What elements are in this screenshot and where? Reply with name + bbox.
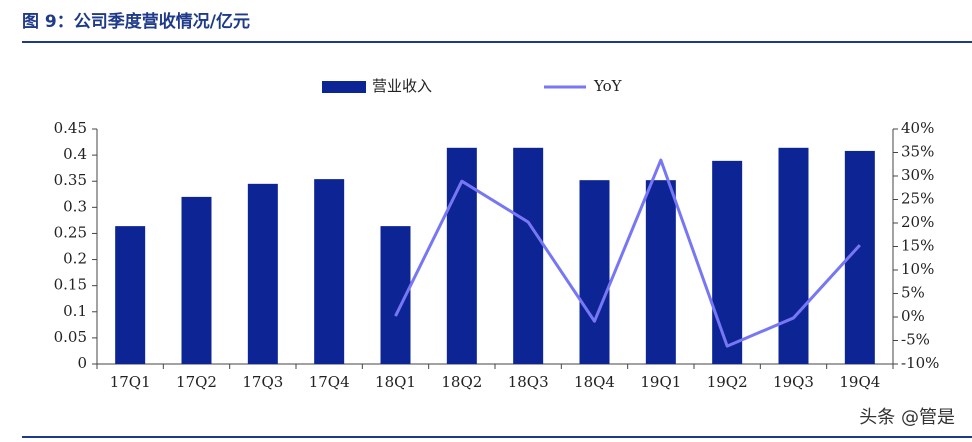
y2-tick-label: 5% (901, 284, 925, 302)
y-tick-label: 0.05 (54, 328, 87, 346)
watermark: 头条 @管是 (859, 407, 955, 428)
x-tick-label: 19Q4 (839, 373, 880, 391)
y-tick-label: 0.35 (54, 171, 87, 189)
y-tick-label: 0.15 (54, 276, 87, 294)
y2-tick-label: 35% (901, 143, 934, 161)
y-tick-label: 0.3 (63, 197, 87, 215)
y2-tick-label: 25% (901, 190, 934, 208)
x-tick-label: 18Q4 (574, 373, 615, 391)
y-tick-label: 0.25 (54, 223, 87, 241)
x-tick-label: 17Q2 (176, 373, 217, 391)
x-tick-label: 18Q3 (508, 373, 549, 391)
bar (247, 183, 278, 364)
x-tick-label: 19Q1 (640, 373, 681, 391)
bar (579, 180, 610, 364)
x-tick-label: 17Q1 (110, 373, 151, 391)
x-tick-label: 18Q2 (441, 373, 482, 391)
y-tick-label: 0.45 (54, 119, 87, 137)
y2-tick-label: 10% (901, 260, 934, 278)
legend-swatch (322, 81, 366, 93)
y2-tick-label: 30% (901, 166, 934, 184)
y-tick-label: 0.4 (63, 145, 87, 163)
y-tick-label: 0.1 (63, 302, 87, 320)
y2-tick-label: 15% (901, 237, 934, 255)
x-tick-label: 19Q3 (773, 373, 814, 391)
y-tick-label: 0 (77, 354, 87, 372)
legend-label: YoY (593, 77, 623, 95)
y2-tick-label: 40% (901, 119, 934, 137)
bar (314, 179, 345, 364)
y2-tick-label: -10% (901, 354, 939, 372)
x-tick-label: 19Q2 (707, 373, 748, 391)
y2-tick-label: -5% (901, 331, 930, 349)
bar (115, 226, 146, 364)
x-tick-label: 18Q1 (375, 373, 416, 391)
y2-tick-label: 0% (901, 307, 925, 325)
bar (645, 180, 676, 364)
legend-label: 营业收入 (372, 77, 432, 95)
bar (712, 160, 743, 364)
y-tick-label: 0.2 (63, 250, 87, 268)
bar (181, 196, 212, 364)
bar (778, 147, 809, 364)
bar (513, 147, 544, 364)
chart-title: 图 9：公司季度营收情况/亿元 (22, 11, 250, 32)
x-tick-label: 17Q3 (242, 373, 283, 391)
yoy-line (394, 158, 861, 348)
x-tick-label: 17Q4 (309, 373, 350, 391)
y2-tick-label: 20% (901, 213, 934, 231)
